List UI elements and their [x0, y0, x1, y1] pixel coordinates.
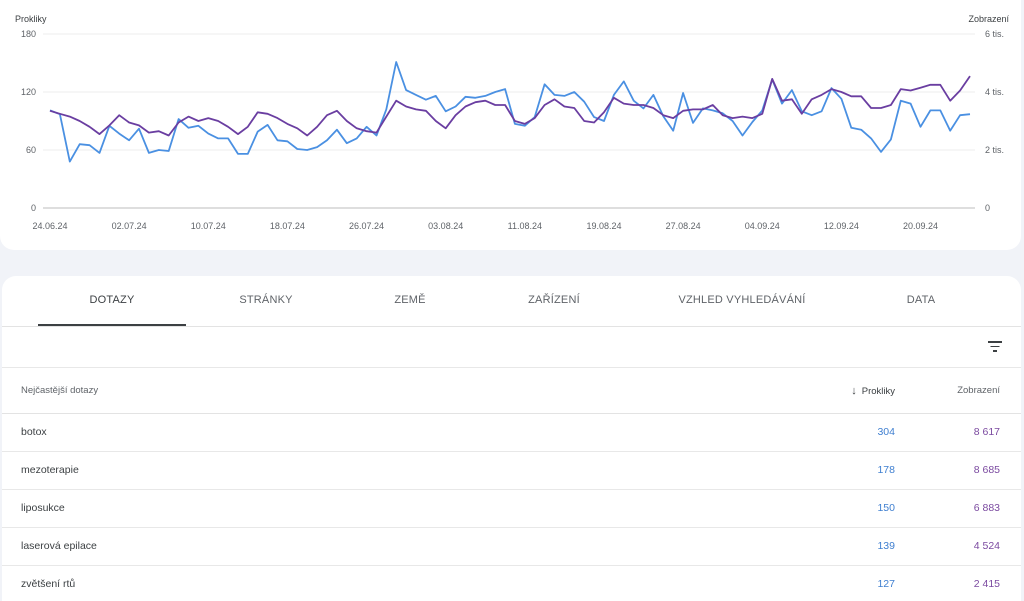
- y-tick-label-right: 0: [985, 203, 990, 213]
- table-row[interactable]: liposukce 150 6 883: [2, 490, 1021, 528]
- y-tick-label-right: 2 tis.: [985, 145, 1004, 155]
- column-header-impressions[interactable]: Zobrazení: [957, 385, 1000, 396]
- x-tick-label: 19.08.24: [586, 221, 621, 231]
- tab-zeme[interactable]: ZEMĚ: [394, 294, 426, 306]
- x-tick-label: 26.07.24: [349, 221, 384, 231]
- impressions-cell: 8 617: [973, 426, 1000, 438]
- filter-row: [2, 327, 1021, 368]
- column-header-queries: Nejčastější dotazy: [21, 385, 99, 396]
- table-row[interactable]: botox 304 8 617: [2, 414, 1021, 452]
- x-tick-label: 03.08.24: [428, 221, 463, 231]
- arrow-down-icon: ↓: [851, 385, 857, 397]
- x-tick-label: 24.06.24: [32, 221, 67, 231]
- tab-stranky[interactable]: STRÁNKY: [239, 294, 293, 306]
- x-tick-label: 27.08.24: [666, 221, 701, 231]
- impressions-series-line: [49, 75, 971, 137]
- clicks-cell: 150: [877, 502, 895, 514]
- table-row[interactable]: zvětšení rtů 127 2 415: [2, 566, 1021, 601]
- filter-icon[interactable]: [987, 338, 1003, 354]
- table-row[interactable]: laserová epilace 139 4 524: [2, 528, 1021, 566]
- column-header-clicks[interactable]: ↓ Prokliky: [851, 385, 895, 397]
- table-row[interactable]: mezoterapie 178 8 685: [2, 452, 1021, 490]
- query-cell: mezoterapie: [21, 464, 79, 476]
- clicks-cell: 139: [877, 540, 895, 552]
- right-axis-title: Zobrazení: [968, 14, 1009, 24]
- tab-zarizeni[interactable]: ZAŘÍZENÍ: [528, 294, 580, 306]
- y-tick-label-left: 0: [31, 203, 36, 213]
- y-tick-label-right: 6 tis.: [985, 29, 1004, 39]
- y-tick-label-left: 60: [26, 145, 36, 155]
- performance-chart-card: Prokliky Zobrazení 180 120 60 0 6 tis. 4 tis…: [0, 0, 1021, 250]
- table-header: Nejčastější dotazy ↓ Prokliky Zobrazení: [2, 368, 1021, 414]
- x-tick-label: 02.07.24: [112, 221, 147, 231]
- query-cell: botox: [21, 426, 47, 438]
- clicks-cell: 178: [877, 464, 895, 476]
- impressions-cell: 6 883: [973, 502, 1000, 514]
- tab-data[interactable]: DATA: [906, 294, 936, 306]
- tab-vzhled-vyhledavani[interactable]: VZHLED VYHLEDÁVÁNÍ: [678, 294, 806, 306]
- performance-chart: Prokliky Zobrazení 180 120 60 0 6 tis. 4 tis…: [15, 14, 1009, 231]
- query-cell: laserová epilace: [21, 540, 97, 552]
- y-tick-label-left: 180: [21, 29, 36, 39]
- query-cell: liposukce: [21, 502, 65, 514]
- impressions-cell: 2 415: [973, 578, 1000, 590]
- impressions-cell: 4 524: [973, 540, 1000, 552]
- x-tick-label: 11.08.24: [508, 221, 542, 231]
- clicks-cell: 127: [877, 578, 895, 590]
- y-tick-label-left: 120: [21, 87, 36, 97]
- x-tick-label: 12.09.24: [824, 221, 859, 231]
- x-tick-label: 20.09.24: [903, 221, 938, 231]
- left-axis-title: Prokliky: [15, 14, 47, 24]
- queries-table-card: DOTAZY STRÁNKY ZEMĚ ZAŘÍZENÍ VZHLED VYHL…: [2, 276, 1021, 601]
- x-tick-label: 18.07.24: [270, 221, 305, 231]
- tab-dotazy[interactable]: DOTAZY: [38, 276, 186, 326]
- x-tick-label: 04.09.24: [745, 221, 780, 231]
- x-tick-label: 10.07.24: [191, 221, 226, 231]
- clicks-series-line: [49, 61, 971, 163]
- query-cell: zvětšení rtů: [21, 578, 76, 590]
- report-tabs: DOTAZY STRÁNKY ZEMĚ ZAŘÍZENÍ VZHLED VYHL…: [2, 276, 1021, 327]
- column-header-clicks-label: Prokliky: [861, 386, 895, 397]
- clicks-cell: 304: [877, 426, 895, 438]
- impressions-cell: 8 685: [973, 464, 1000, 476]
- y-tick-label-right: 4 tis.: [985, 87, 1004, 97]
